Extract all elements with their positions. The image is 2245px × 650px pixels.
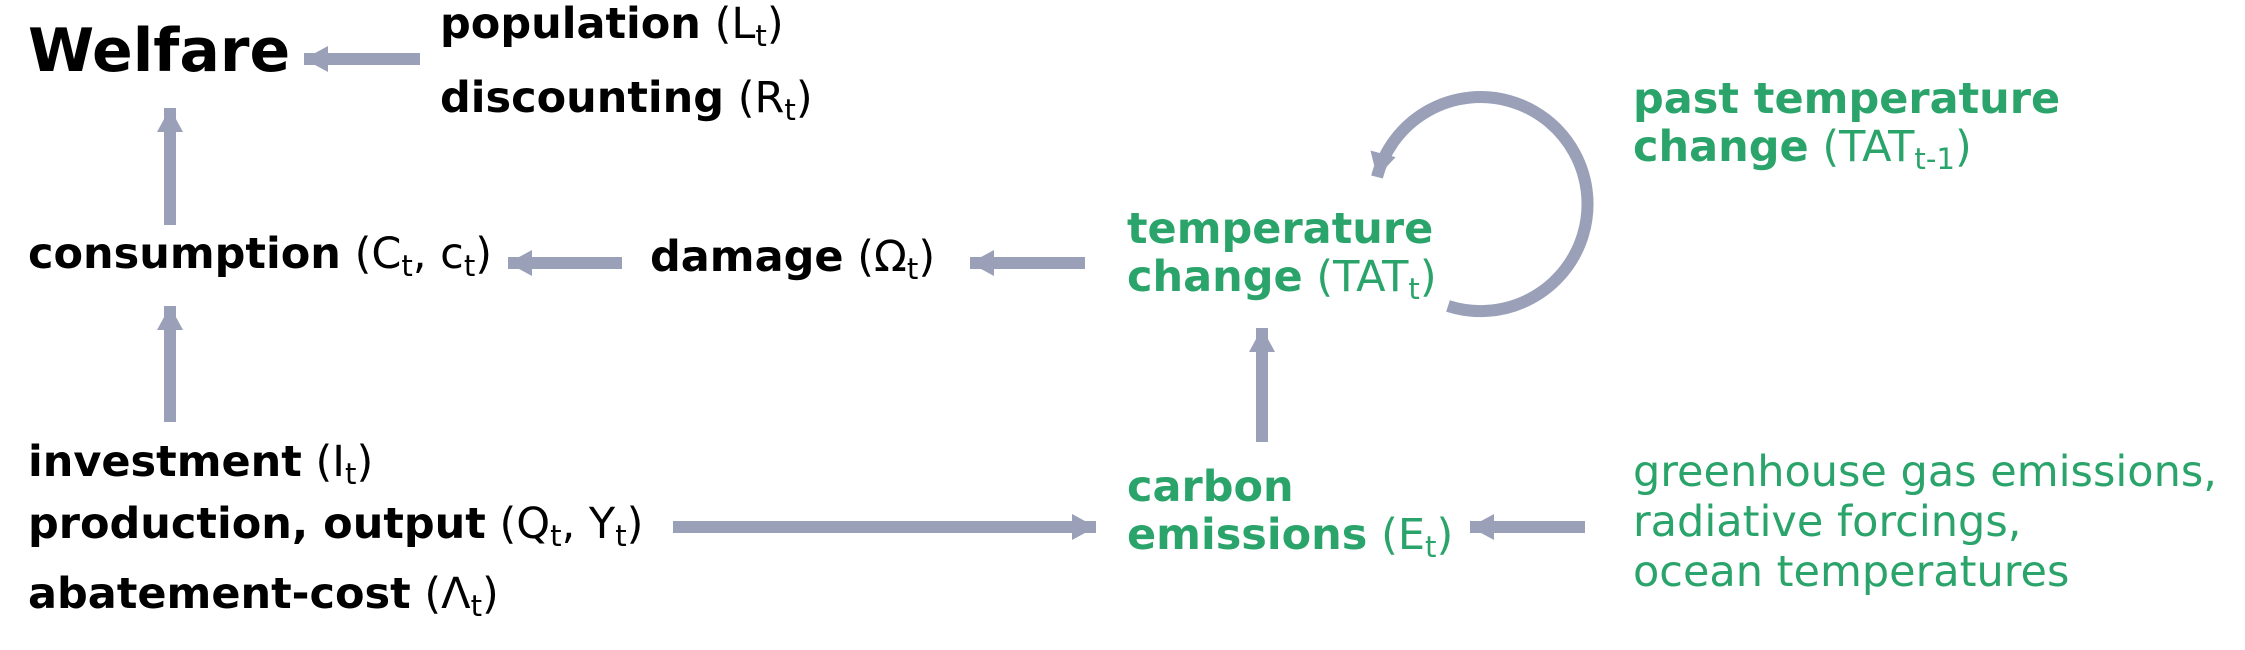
past-temperature-change-label: past temperature change (TATt-1) [1633,74,2061,177]
external-line: greenhouse gas emissions, [1633,447,2217,497]
carbon-emissions-label: carbon emissions (Et) [1127,462,1454,565]
external-drivers-label: greenhouse gas emissions, radiative forc… [1633,447,2217,598]
arrow-feedback-loop [1370,91,1594,318]
external-line: radiative forcings, [1633,496,2022,547]
temperature-change-label: temperature change (TATt) [1127,204,1437,307]
external-line: ocean temperatures [1633,546,2070,597]
welfare-label: Welfare [28,16,291,86]
investment-label: investment (It) [28,437,374,492]
consumption-label: consumption (Ct, ct) [28,229,493,284]
abatement-cost-label: abatement-cost (Λt) [28,569,499,624]
production-output-label: production, output (Qt, Yt) [28,499,644,554]
damage-label: damage (Ωt) [650,232,936,287]
discounting-label: discounting (Rt) [440,73,813,128]
population-label: population (Lt) [440,0,784,54]
